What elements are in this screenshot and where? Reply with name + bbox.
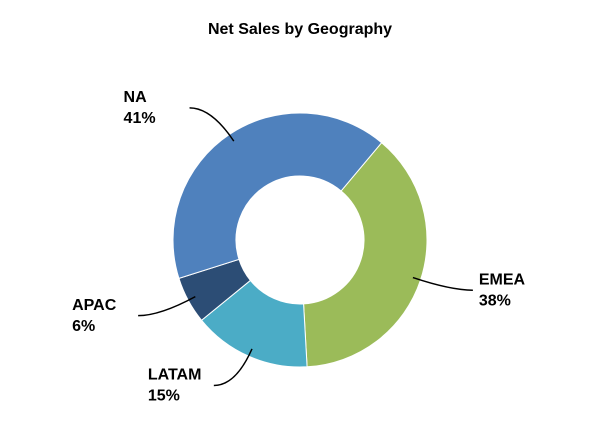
slice-label: LATAM [148, 367, 202, 384]
slice-value-label: 6% [72, 318, 95, 335]
slice-value-label: 38% [479, 292, 511, 309]
slice-value-label: 41% [124, 110, 156, 127]
leader-line [138, 295, 196, 317]
leader-line [412, 276, 473, 291]
leader-line [189, 107, 235, 142]
slice-label: EMEA [479, 271, 526, 288]
chart-title: Net Sales by Geography [208, 21, 392, 38]
donut-slice [303, 142, 428, 368]
donut-slice [172, 112, 383, 280]
slice-label: NA [124, 89, 148, 106]
slice-label: APAC [72, 297, 117, 314]
leader-line [213, 348, 253, 387]
slice-value-label: 15% [148, 388, 180, 405]
